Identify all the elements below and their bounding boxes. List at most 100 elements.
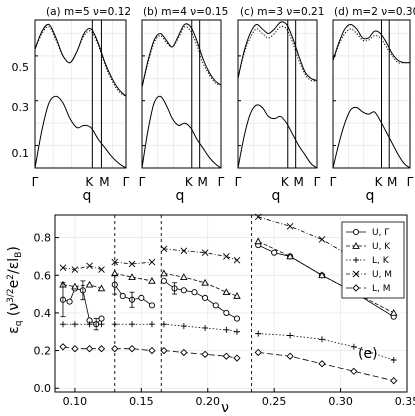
- main-ytick-label: 0.2: [34, 345, 52, 358]
- panel-a-frame: [34, 19, 127, 169]
- panel-a-ytick-label: 0.3: [12, 101, 30, 114]
- main-series-3-line: [62, 265, 102, 271]
- panel-d-title: (d) m=2 ν=0.30: [334, 6, 415, 18]
- panel-d-series-1: [332, 28, 410, 64]
- main-xtick-label: 0.35: [395, 395, 415, 408]
- panel-a-series-1: [34, 26, 127, 97]
- main-legend-label: U, K: [372, 242, 391, 252]
- panel-a-xtick-label: Γ: [32, 175, 39, 189]
- main-series-0-point: [212, 302, 219, 309]
- main-series-1: [59, 237, 398, 316]
- panel-a-ytick-label: 0.5: [12, 61, 30, 74]
- panel-a-ytick-label: 0.1: [12, 147, 30, 160]
- panel-c-xtick-label: K: [281, 175, 290, 189]
- main-series-0-point: [98, 315, 105, 322]
- main-series-2-point: [223, 326, 230, 333]
- main-series-4-point: [222, 352, 230, 360]
- main-series-3-point: [148, 258, 156, 266]
- main-series-3-point: [111, 258, 119, 266]
- main-series-4-point: [111, 345, 119, 353]
- panel-c-frame: [237, 19, 318, 169]
- main-series-3-point: [180, 247, 188, 255]
- main-series-4-point: [350, 367, 358, 375]
- panel-b-series-2: [141, 95, 222, 169]
- panel-b-series-0: [141, 23, 222, 88]
- main-series-3-point: [201, 249, 209, 256]
- main-series-0-point: [148, 302, 156, 309]
- main-series-4-point: [201, 350, 209, 358]
- main-series-4-point: [160, 346, 168, 355]
- panel-c-title: (c) m=3 ν=0.21: [240, 6, 324, 18]
- panel-b-series-1: [141, 25, 222, 88]
- panel-d-xtick-label: Γ: [330, 175, 337, 189]
- main-series-4-line: [114, 348, 153, 351]
- main-series-0-point: [119, 292, 126, 300]
- main-series-4-point: [180, 348, 188, 357]
- main-series-2-point: [111, 321, 118, 328]
- main-chart: 0.10 0.15 0.20 0.25 0.30 0.35 0.0 0.2 0.4 0.6 0.8 U…: [34, 213, 415, 408]
- main-legend-marker: [352, 284, 360, 292]
- main-series-0-point: [138, 294, 145, 301]
- main-series-0-point: [191, 289, 198, 296]
- panel-d-frame: [332, 19, 411, 169]
- main-series-1-point: [180, 273, 188, 280]
- main-series-2-point: [287, 332, 294, 339]
- main-series-1-point: [318, 271, 326, 279]
- main-series-3-point: [233, 256, 241, 264]
- main-series-4-point: [233, 354, 241, 362]
- main-series-1-point: [160, 269, 168, 277]
- main-legend-marker: [353, 257, 359, 263]
- main-ytick-label: 0.6: [34, 269, 52, 282]
- main-series-3-point: [59, 264, 67, 272]
- main-series-4: [59, 343, 398, 385]
- main-series-1-point: [222, 288, 231, 296]
- panel-b-xlabel: q: [176, 188, 185, 204]
- panel-c-xtick-label: M: [293, 175, 303, 189]
- main-ytick-label: 0.8: [34, 232, 52, 245]
- main-series-3-point: [286, 222, 294, 230]
- main-xtick-label: 0.20: [196, 395, 221, 408]
- panel-a-xtick-label: Γ: [123, 175, 130, 189]
- main-series-2-point: [180, 323, 187, 330]
- main-xlabel: ν: [221, 400, 229, 416]
- main-series-0-point: [271, 249, 278, 256]
- main-series-2-point: [350, 343, 357, 350]
- main-series-1-point: [286, 252, 294, 260]
- main-series-2-point: [202, 324, 209, 331]
- panel-a-xtick-label: K: [85, 175, 94, 189]
- main-xtick-label: 0.30: [328, 395, 353, 408]
- main-legend-label: U, Γ: [372, 228, 389, 238]
- main-ylabel: εq (ν3/2e2/εlB): [6, 246, 24, 334]
- panel-c-xtick-label: Γ: [314, 175, 321, 189]
- main-ylabel-text: εq (ν3/2e2/εlB): [6, 246, 24, 334]
- main-series-3-line: [114, 261, 153, 265]
- main-series-2-point: [129, 321, 136, 328]
- main-series-4-point: [286, 352, 294, 360]
- main-series-3-line: [163, 248, 238, 261]
- panel-c-series-0: [237, 21, 318, 82]
- main-series-2-point: [160, 321, 167, 328]
- panel-b-xtick-label: Γ: [139, 175, 146, 189]
- main-series-0-point: [160, 277, 167, 284]
- main-series-2-point: [59, 321, 66, 328]
- main-series-1-point: [85, 280, 94, 288]
- main-series-2-point: [390, 356, 397, 363]
- main-xtick-label: 0.15: [129, 395, 154, 408]
- main-legend-label: U, M: [372, 270, 392, 280]
- panel-a-xlabel: q: [83, 188, 92, 204]
- main-legend-marker: [352, 270, 360, 278]
- main-series-2-point: [255, 330, 262, 337]
- main-legend-box: [341, 221, 405, 299]
- main-xtick-label: 0.10: [63, 395, 88, 408]
- main-series-2-point: [233, 328, 240, 335]
- main-series-0-point: [202, 294, 209, 301]
- main-series-4-point: [85, 345, 94, 353]
- main-series-1-point: [128, 273, 136, 280]
- main-series-3-point: [128, 260, 136, 268]
- main-series-2-point: [71, 321, 78, 328]
- panel-d-series-0: [332, 23, 411, 64]
